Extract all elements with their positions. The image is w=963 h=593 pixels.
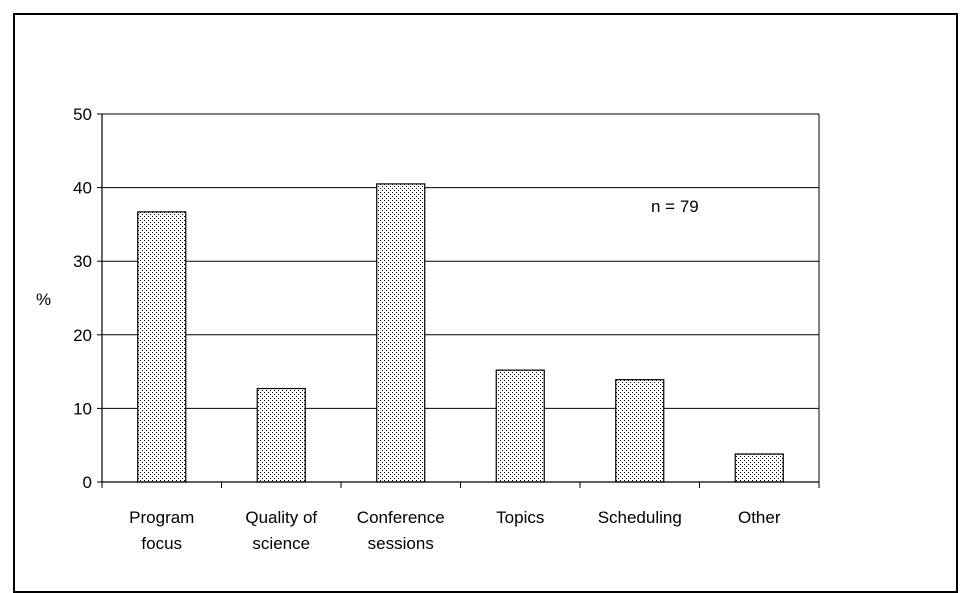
bar bbox=[615, 379, 665, 483]
x-tick-label: Other bbox=[738, 508, 781, 527]
bar bbox=[495, 369, 545, 483]
x-tick-label: Program focus bbox=[129, 508, 194, 553]
x-tick-label: Scheduling bbox=[598, 508, 682, 527]
y-tick-label: 40 bbox=[73, 179, 92, 198]
bars bbox=[137, 183, 784, 483]
y-tick-label: 0 bbox=[83, 473, 92, 492]
y-tick-label: 10 bbox=[73, 399, 92, 418]
bar bbox=[137, 211, 187, 483]
sample-size-annotation: n = 79 bbox=[651, 197, 699, 216]
bar bbox=[376, 183, 426, 483]
x-tick-label: Conference sessions bbox=[357, 508, 445, 553]
y-tick-label: 20 bbox=[73, 326, 92, 345]
y-tick-label: 30 bbox=[73, 252, 92, 271]
y-tick-label: 50 bbox=[73, 105, 92, 124]
y-axis-label: % bbox=[36, 290, 51, 309]
x-axis: Program focus Quality of science Conference s… bbox=[101, 481, 820, 553]
bar bbox=[734, 453, 784, 483]
bar-chart: 0 10 20 30 40 50 Program focus Quality of scienc… bbox=[36, 105, 820, 553]
gridlines bbox=[102, 113, 819, 409]
y-axis: 0 10 20 30 40 50 bbox=[73, 105, 103, 492]
x-tick-label: Quality of science bbox=[245, 508, 317, 553]
bar bbox=[256, 387, 306, 483]
x-tick-label: Topics bbox=[496, 508, 544, 527]
